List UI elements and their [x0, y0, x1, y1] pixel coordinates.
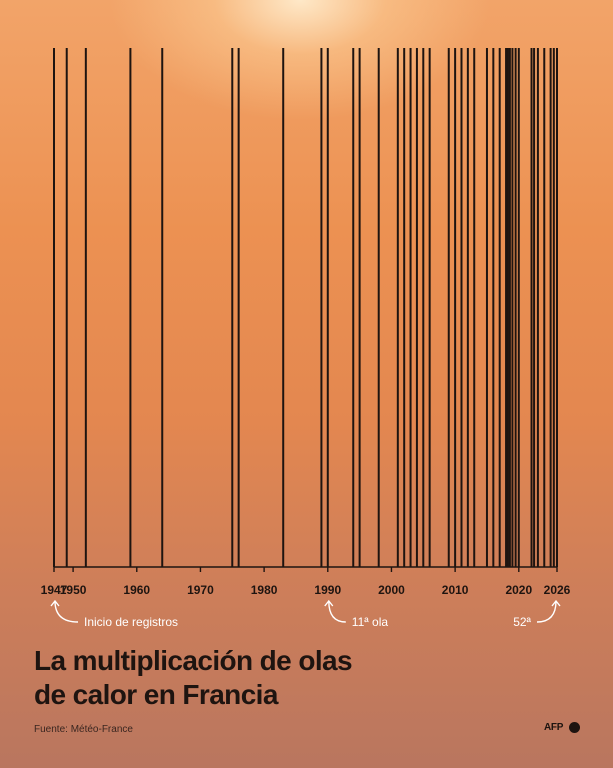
annotation-arrow-2 [536, 600, 557, 623]
annotation-arrowhead-1 [324, 599, 334, 607]
annotation-arrowhead-2 [551, 599, 561, 607]
title-line-2: de calor en Francia [34, 679, 278, 710]
annotation-arrow-1 [328, 600, 346, 623]
tick-label-1970: 1970 [187, 583, 214, 597]
annotation-arrow-0 [54, 600, 79, 623]
tick-label-1980: 1980 [251, 583, 278, 597]
tick-label-2020: 2020 [505, 583, 532, 597]
title-line-1: La multiplicación de olas [34, 645, 353, 676]
annotation-label-0: Inicio de registros [84, 615, 178, 629]
tick-label-1960: 1960 [123, 583, 150, 597]
annotation-label-1: 11ª ola [352, 615, 389, 629]
chart-title: La multiplicación de olas de calor en Fr… [34, 644, 554, 712]
annotation-label-2: 52ª [513, 615, 531, 629]
afp-logo: AFP [544, 722, 564, 733]
tick-label-2010: 2010 [442, 583, 469, 597]
tick-label-2026: 2026 [544, 583, 571, 597]
annotation-arrowhead-0 [50, 599, 60, 607]
tick-label-1947: 1947 [41, 583, 68, 597]
source-note: Fuente: Météo-France [34, 724, 133, 735]
tick-label-1990: 1990 [314, 583, 341, 597]
tick-label-2000: 2000 [378, 583, 405, 597]
tick-label-1950: 1950 [60, 583, 87, 597]
afp-logo-dot [569, 722, 580, 733]
